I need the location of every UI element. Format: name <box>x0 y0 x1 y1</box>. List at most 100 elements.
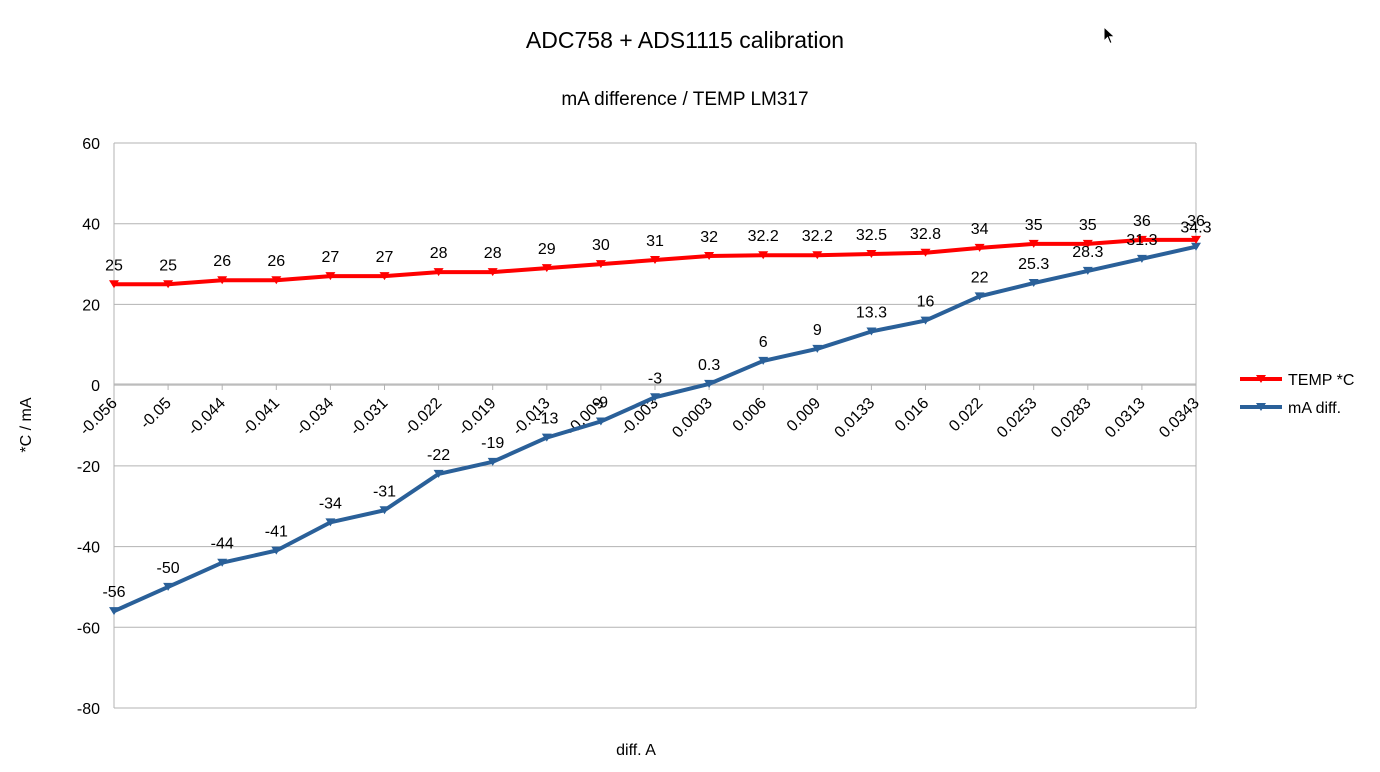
data-point <box>866 249 877 258</box>
x-axis-label: diff. A <box>616 742 656 759</box>
data-label: 26 <box>267 253 285 270</box>
data-point <box>704 252 715 260</box>
data-label: -34 <box>319 495 342 512</box>
data-label: -9 <box>594 394 608 411</box>
data-point <box>217 276 228 285</box>
x-tick-label: -0.003 <box>618 395 662 439</box>
data-point <box>541 264 552 273</box>
data-label: 22 <box>971 269 989 286</box>
x-tick-label: -0.044 <box>185 395 229 439</box>
data-label: -22 <box>427 447 450 464</box>
legend-label: TEMP *C <box>1288 372 1354 389</box>
x-tick-label: -0.019 <box>455 395 499 439</box>
x-tick-label: 0.0253 <box>994 395 1041 442</box>
data-point <box>812 251 823 260</box>
data-point <box>1136 254 1147 263</box>
data-label: 28.3 <box>1072 244 1103 261</box>
data-point <box>163 582 174 591</box>
x-tick-label: 0.0283 <box>1048 395 1095 442</box>
series-line <box>112 244 1198 614</box>
data-label: 32.5 <box>856 227 887 244</box>
data-label: -19 <box>481 435 504 452</box>
x-tick-label: 0.022 <box>946 395 986 435</box>
data-label: 36 <box>1187 213 1205 230</box>
data-label: -44 <box>211 536 234 553</box>
data-label: 34 <box>971 221 989 238</box>
data-label: 28 <box>430 245 448 262</box>
data-point <box>595 260 606 269</box>
data-label: 0.3 <box>698 357 720 374</box>
data-point <box>758 356 769 365</box>
chart-subtitle: mA difference / TEMP LM317 <box>561 89 808 110</box>
data-label: 30 <box>592 237 610 254</box>
y-tick-label: 20 <box>82 297 100 314</box>
data-label: 27 <box>322 249 340 266</box>
legend-marker <box>1256 375 1266 383</box>
data-label: 27 <box>376 249 394 266</box>
x-tick-label: -0.041 <box>239 395 283 439</box>
data-point <box>271 546 282 555</box>
data-point <box>379 272 390 281</box>
data-point <box>595 417 606 426</box>
y-axis-label: *C / mA <box>18 397 35 452</box>
data-point <box>325 272 336 281</box>
data-point <box>974 243 985 252</box>
data-point <box>1028 239 1039 248</box>
chart-title: ADC758 + ADS1115 calibration <box>526 27 844 53</box>
data-point <box>704 379 715 388</box>
data-point <box>758 251 769 260</box>
x-tick-label: 0.0003 <box>669 395 716 442</box>
data-point <box>866 327 877 336</box>
legend-marker <box>1256 403 1266 411</box>
data-label: 34.3 <box>1180 220 1211 237</box>
data-label: -3 <box>648 370 662 387</box>
data-label: -56 <box>102 584 125 601</box>
data-point <box>487 268 498 277</box>
y-tick-label: -20 <box>77 459 100 476</box>
data-point <box>920 248 931 257</box>
x-tick-label: 0.0133 <box>832 395 879 442</box>
data-label: -31 <box>373 483 396 500</box>
data-point <box>1082 266 1093 275</box>
data-label: 16 <box>917 294 935 311</box>
data-point <box>1082 239 1093 248</box>
data-point <box>920 316 931 325</box>
data-label: 25 <box>105 257 123 274</box>
y-tick-label: -80 <box>77 701 100 718</box>
data-point <box>650 393 660 402</box>
data-label: 32.2 <box>802 228 833 245</box>
mouse-pointer-icon <box>1103 26 1116 45</box>
data-point <box>812 344 823 353</box>
data-point <box>109 280 119 289</box>
data-point <box>1191 242 1201 251</box>
data-point <box>163 280 174 289</box>
data-point <box>379 506 390 515</box>
data-label: -13 <box>535 411 558 428</box>
x-tick-label: -0.022 <box>401 395 445 439</box>
data-label: 31.3 <box>1126 232 1157 249</box>
data-label: 35 <box>1079 217 1097 234</box>
data-label: -41 <box>265 524 288 541</box>
y-tick-label: -60 <box>77 620 100 637</box>
data-point <box>433 268 444 277</box>
x-tick-label: -0.05 <box>137 395 175 433</box>
x-tick-label: 0.009 <box>784 395 824 435</box>
data-label: -50 <box>157 560 180 577</box>
data-point <box>325 518 336 527</box>
data-point <box>487 457 498 466</box>
data-label: 32.2 <box>748 228 779 245</box>
data-label: 25 <box>159 257 177 274</box>
data-point <box>974 292 985 301</box>
data-point <box>541 433 552 442</box>
x-tick-label: 0.0313 <box>1102 395 1149 442</box>
x-tick-label: -0.031 <box>347 395 391 439</box>
data-label: 9 <box>813 322 822 339</box>
data-label: 32 <box>700 229 718 246</box>
data-point <box>650 256 660 265</box>
data-point <box>1028 279 1039 288</box>
data-point <box>433 469 444 478</box>
y-tick-label: 0 <box>91 378 100 395</box>
x-tick-label: -0.034 <box>293 395 337 439</box>
